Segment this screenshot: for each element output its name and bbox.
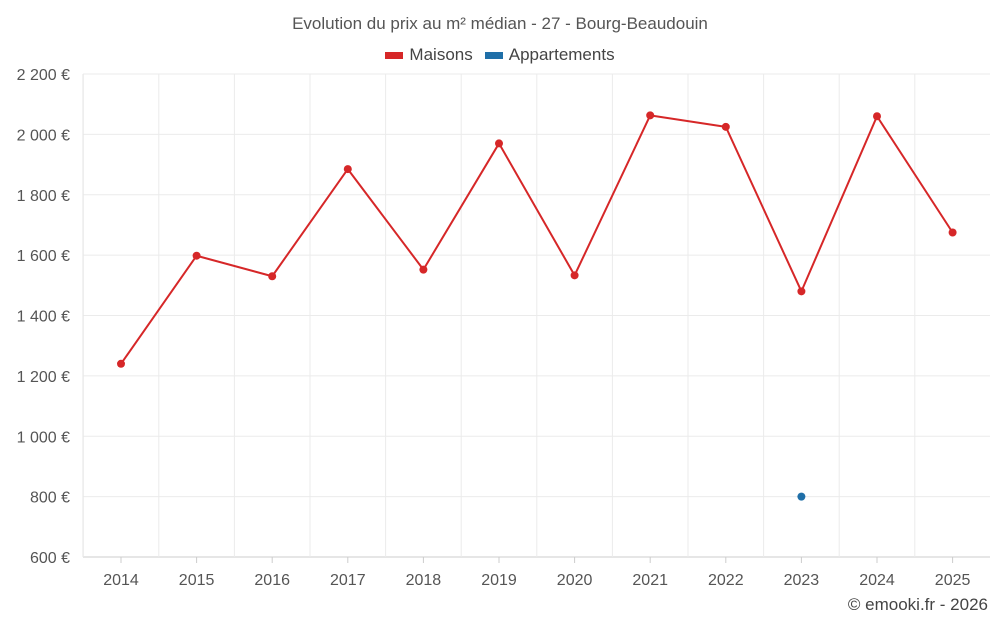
y-tick-label: 1 000 € [17, 429, 70, 446]
data-point-maisons [873, 112, 881, 121]
data-point-maisons [721, 122, 730, 131]
series [117, 111, 957, 501]
x-tick-label: 2014 [103, 572, 139, 589]
data-point-maisons [570, 271, 579, 280]
x-tick-label: 2016 [254, 572, 290, 589]
y-tick-label: 1 600 € [17, 248, 70, 265]
data-point-maisons [797, 287, 806, 296]
data-point-appartements [797, 492, 806, 501]
data-point-maisons [495, 139, 503, 148]
y-tick-label: 800 € [30, 490, 70, 507]
y-tick-label: 1 800 € [17, 188, 70, 205]
legend-swatch-appartements [484, 51, 503, 59]
x-tick-label: 2025 [935, 572, 971, 589]
data-point-maisons [192, 251, 201, 260]
credit-text: © emooki.fr - 2026 [847, 595, 988, 614]
axes: 600 € 800 € 1 000 € 1 200 € 1 400 € 1 600 € 1 … [17, 67, 971, 589]
y-tick-label: 1 400 € [17, 309, 70, 326]
x-tick-label: 2023 [784, 572, 820, 589]
x-tick-label: 2021 [632, 572, 668, 589]
y-tick-label: 2 000 € [17, 127, 70, 144]
y-tick-label: 600 € [30, 550, 70, 567]
x-tick-label: 2018 [406, 572, 442, 589]
legend-item-maisons[interactable]: Maisons [385, 45, 473, 65]
chart-title: Evolution du prix au m² médian - 27 - Bo… [292, 14, 708, 33]
data-point-maisons [419, 265, 428, 274]
legend-label-maisons: Maisons [409, 45, 473, 64]
y-tick-label: 1 200 € [17, 369, 70, 386]
legend-label-appartements: Appartements [508, 45, 615, 64]
x-tick-label: 2022 [708, 572, 744, 589]
x-tick-label: 2019 [481, 572, 517, 589]
x-tick-label: 2017 [330, 572, 366, 589]
x-tick-label: 2024 [859, 572, 895, 589]
grid [82, 73, 990, 558]
y-tick-label: 2 200 € [17, 67, 70, 84]
chart-legend: Maisons Appartements [0, 45, 1000, 65]
data-point-maisons [268, 272, 277, 281]
x-tick-label: 2015 [179, 572, 215, 589]
legend-item-appartements[interactable]: Appartements [484, 45, 615, 65]
data-point-maisons [646, 111, 655, 120]
x-tick-label: 2020 [557, 572, 593, 589]
series-line-maisons [120, 114, 954, 365]
data-point-maisons [343, 165, 352, 174]
legend-swatch-maisons [385, 51, 404, 59]
data-point-maisons [948, 228, 957, 237]
data-point-maisons [117, 359, 125, 368]
